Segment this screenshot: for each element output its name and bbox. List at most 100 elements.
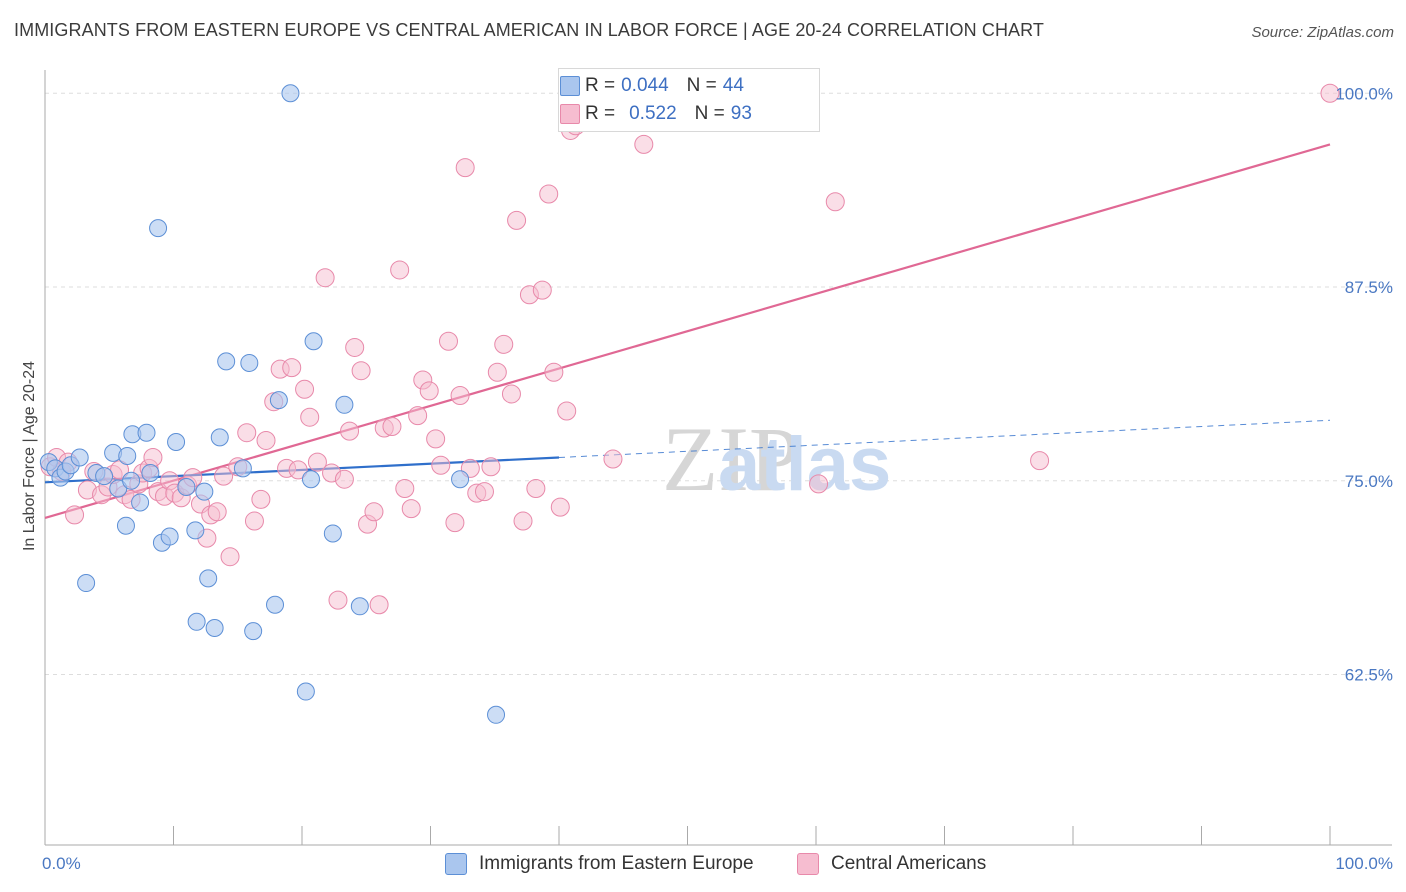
point-central-americans-63 xyxy=(438,331,458,351)
y-tick-label-3: 100.0% xyxy=(1335,84,1393,103)
point-central-americans-73 xyxy=(501,384,521,404)
watermark-atlas: atlas xyxy=(718,422,891,507)
point-central-americans-79 xyxy=(539,184,559,204)
point-eastern-europe-31 xyxy=(240,353,259,372)
point-central-americans-64 xyxy=(445,513,465,533)
source-label: Source: ZipAtlas.com xyxy=(1251,24,1394,41)
point-eastern-europe-33 xyxy=(266,595,285,614)
point-central-americans-28 xyxy=(214,466,234,486)
point-central-americans-4 xyxy=(65,505,85,525)
point-eastern-europe-28 xyxy=(210,428,229,447)
point-central-americans-78 xyxy=(532,280,552,300)
bottom-legend-pink: Central Americans xyxy=(797,850,986,878)
point-eastern-europe-11 xyxy=(116,516,135,535)
point-central-americans-91 xyxy=(1030,451,1050,471)
x-tick-label-0: 0.0% xyxy=(42,854,81,873)
bottom-legend-swatch-pink xyxy=(797,853,819,875)
point-eastern-europe-12 xyxy=(118,446,137,465)
bottom-legend-swatch-blue xyxy=(445,853,467,875)
point-central-americans-54 xyxy=(382,417,402,436)
point-eastern-europe-40 xyxy=(335,395,354,414)
y-tick-label-1: 75.0% xyxy=(1345,472,1393,491)
point-eastern-europe-6 xyxy=(77,574,96,593)
point-central-americans-81 xyxy=(550,497,570,517)
point-eastern-europe-29 xyxy=(217,352,236,371)
point-eastern-europe-27 xyxy=(205,619,224,637)
point-eastern-europe-22 xyxy=(177,477,196,496)
point-central-americans-42 xyxy=(307,452,327,472)
point-central-americans-55 xyxy=(390,260,410,280)
point-central-americans-74 xyxy=(507,210,527,230)
point-eastern-europe-42 xyxy=(451,470,470,489)
central-americans-points xyxy=(40,83,1340,615)
point-central-americans-61 xyxy=(426,429,446,449)
legend-pink-r-value: 0.522 xyxy=(629,103,677,124)
point-central-americans-87 xyxy=(634,134,654,154)
legend-swatch-blue xyxy=(560,76,580,96)
point-eastern-europe-39 xyxy=(323,524,342,543)
correlation-legend: R = 0.044 N = 44 R = 0.522 N = 93 xyxy=(558,68,820,132)
legend-row-blue: R = 0.044 N = 44 xyxy=(560,73,744,99)
point-central-americans-39 xyxy=(288,460,308,480)
legend-pink-n-value: 93 xyxy=(730,103,752,124)
point-central-americans-90 xyxy=(825,192,845,212)
legend-pink-r-label: R = xyxy=(585,103,616,124)
legend-row-pink: R = 0.522 N = 93 xyxy=(560,101,752,127)
bottom-legend-blue-label: Immigrants from Eastern Europe xyxy=(479,853,754,874)
x-tick-label-1: 100.0% xyxy=(1335,854,1393,873)
point-eastern-europe-16 xyxy=(137,423,156,442)
point-central-americans-38 xyxy=(282,358,302,378)
point-central-americans-45 xyxy=(328,590,348,610)
point-eastern-europe-26 xyxy=(199,569,218,588)
legend-blue-r-label: R = xyxy=(585,75,616,96)
point-central-americans-57 xyxy=(401,499,421,519)
point-central-americans-60 xyxy=(419,381,439,401)
point-eastern-europe-23 xyxy=(186,521,205,540)
point-central-americans-77 xyxy=(526,479,546,498)
point-central-americans-65 xyxy=(450,386,470,405)
point-central-americans-71 xyxy=(487,362,507,382)
point-central-americans-92 xyxy=(1320,83,1340,103)
point-eastern-europe-37 xyxy=(301,470,320,489)
point-eastern-europe-36 xyxy=(296,682,315,701)
point-central-americans-40 xyxy=(295,379,315,399)
y-tick-label-2: 87.5% xyxy=(1345,278,1393,297)
point-eastern-europe-43 xyxy=(487,705,506,724)
chart-title: IMMIGRANTS FROM EASTERN EUROPE VS CENTRA… xyxy=(14,20,1045,40)
point-eastern-europe-5 xyxy=(70,448,89,467)
point-central-americans-32 xyxy=(244,511,264,531)
trend-line-central-americans xyxy=(44,143,1331,520)
point-eastern-europe-18 xyxy=(149,219,168,238)
point-eastern-europe-20 xyxy=(160,527,179,546)
point-central-americans-34 xyxy=(256,430,276,450)
point-central-americans-72 xyxy=(494,334,514,354)
point-central-americans-75 xyxy=(513,511,533,531)
point-central-americans-29 xyxy=(220,547,240,567)
point-central-americans-80 xyxy=(544,362,564,382)
point-central-americans-52 xyxy=(369,595,389,615)
point-central-americans-56 xyxy=(395,479,415,498)
point-central-americans-86 xyxy=(603,449,623,469)
y-axis-label: In Labor Force | Age 20-24 xyxy=(21,361,38,551)
legend-blue-r-value: 0.044 xyxy=(621,75,669,96)
watermark-zip: ZIP xyxy=(662,408,800,510)
point-central-americans-33 xyxy=(251,489,271,509)
point-eastern-europe-8 xyxy=(95,467,114,486)
legend-pink-n-label: N = xyxy=(694,103,725,124)
point-central-americans-69 xyxy=(474,482,494,502)
y-tick-labels: 62.5% 75.0% 87.5% 100.0% xyxy=(1335,84,1393,684)
point-central-americans-46 xyxy=(334,469,354,489)
eastern-europe-points xyxy=(39,84,506,724)
point-eastern-europe-24 xyxy=(187,612,206,631)
point-eastern-europe-15 xyxy=(131,493,150,512)
point-central-americans-58 xyxy=(408,406,428,426)
legend-blue-n-value: 44 xyxy=(722,75,744,96)
point-central-americans-43 xyxy=(315,268,335,288)
point-central-americans-49 xyxy=(351,361,371,381)
point-central-americans-62 xyxy=(431,455,451,475)
point-eastern-europe-30 xyxy=(233,459,252,478)
y-tick-label-0: 62.5% xyxy=(1345,666,1393,685)
point-eastern-europe-35 xyxy=(281,84,300,103)
legend-swatch-pink xyxy=(560,104,580,124)
